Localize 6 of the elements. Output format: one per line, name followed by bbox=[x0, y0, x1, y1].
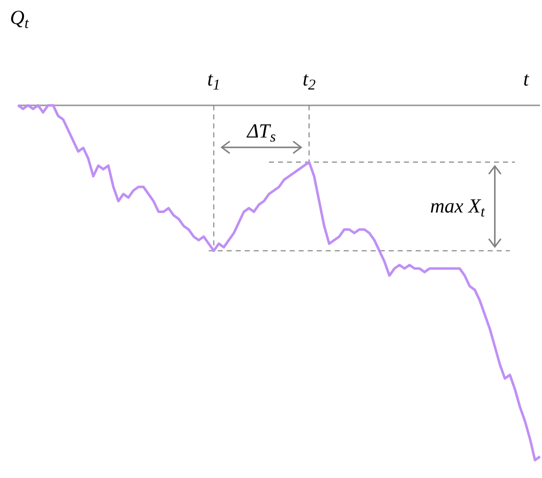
text: t$_{1}$ bbox=[207, 68, 220, 94]
annotation: max X$_{t}$ bbox=[430, 195, 486, 220]
annotation: ΔT$_{s}$ bbox=[246, 120, 276, 146]
y-axis-title: Q$_{t}$ bbox=[10, 7, 30, 32]
x-axis-title: t bbox=[523, 68, 530, 90]
text: t$_{2}$ bbox=[302, 68, 316, 94]
